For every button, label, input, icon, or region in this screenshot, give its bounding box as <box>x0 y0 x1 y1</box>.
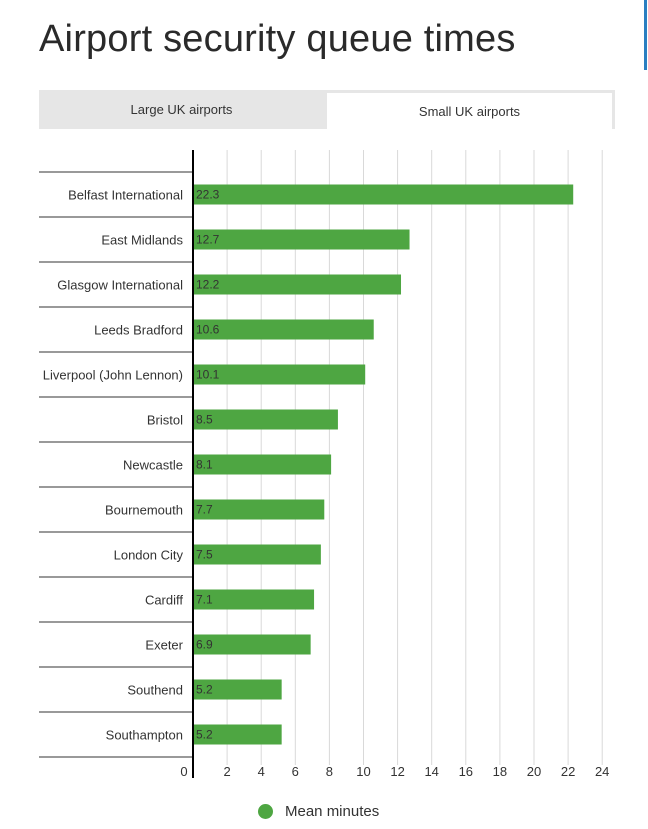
bar <box>193 229 410 250</box>
x-tick-label: 8 <box>326 764 333 779</box>
tab-bar: Large UK airports Small UK airports <box>39 90 615 129</box>
category-label: Liverpool (John Lennon) <box>43 368 183 383</box>
bar <box>193 544 321 565</box>
category-label: Exeter <box>145 638 183 653</box>
bar <box>193 409 338 430</box>
bar <box>193 319 374 340</box>
legend[interactable]: Mean minutes <box>258 803 379 820</box>
data-label: 8.1 <box>196 458 213 472</box>
x-tick-label: 10 <box>356 764 370 779</box>
data-label: 8.5 <box>196 413 213 427</box>
corner-mark <box>644 0 648 70</box>
data-label: 7.5 <box>196 548 213 562</box>
bar <box>193 679 282 700</box>
data-label: 12.7 <box>196 233 220 247</box>
x-tick-label: 6 <box>292 764 299 779</box>
category-label: Southend <box>127 683 183 698</box>
category-label: London City <box>114 548 184 563</box>
data-label: 6.9 <box>196 638 213 652</box>
category-label: Southampton <box>106 728 183 743</box>
circle-marker-icon <box>258 804 273 819</box>
bar <box>193 499 325 520</box>
bar-chart: Belfast International 22.3 East Midlands 12… <box>39 150 609 779</box>
data-label: 7.1 <box>196 593 213 607</box>
category-label: Glasgow International <box>57 278 183 293</box>
x-tick-label: 16 <box>459 764 473 779</box>
data-label: 7.7 <box>196 503 213 517</box>
bar <box>193 454 332 475</box>
x-tick-label: 22 <box>561 764 575 779</box>
data-label: 5.2 <box>196 728 213 742</box>
category-label: Cardiff <box>145 593 183 608</box>
category-label: Newcastle <box>123 458 183 473</box>
legend-label: Mean minutes <box>285 803 380 820</box>
category-label: Belfast International <box>68 188 183 203</box>
data-label: 10.1 <box>196 368 220 382</box>
data-label: 22.3 <box>196 188 220 202</box>
tab-small-uk-airports[interactable]: Small UK airports <box>324 90 615 129</box>
x-tick-label: 20 <box>527 764 541 779</box>
x-tick-label: 12 <box>390 764 404 779</box>
x-tick-label: 0 <box>180 764 187 779</box>
x-tick-label: 4 <box>258 764 265 779</box>
bar <box>193 589 315 610</box>
bar <box>193 184 574 205</box>
category-label: Bristol <box>147 413 183 428</box>
bar <box>193 274 402 295</box>
x-tick-label: 14 <box>424 764 438 779</box>
data-label: 5.2 <box>196 683 213 697</box>
bar <box>193 634 311 655</box>
data-label: 12.2 <box>196 278 220 292</box>
x-tick-label: 24 <box>595 764 609 779</box>
chart-title: Airport security queue times <box>39 18 516 60</box>
category-label: Bournemouth <box>105 503 183 518</box>
data-label: 10.6 <box>196 323 220 337</box>
bar <box>193 724 282 745</box>
x-tick-label: 18 <box>493 764 507 779</box>
category-label: Leeds Bradford <box>94 323 183 338</box>
tab-large-uk-airports[interactable]: Large UK airports <box>130 102 233 117</box>
bar <box>193 364 366 385</box>
x-tick-label: 2 <box>223 764 230 779</box>
category-label: East Midlands <box>101 233 183 248</box>
